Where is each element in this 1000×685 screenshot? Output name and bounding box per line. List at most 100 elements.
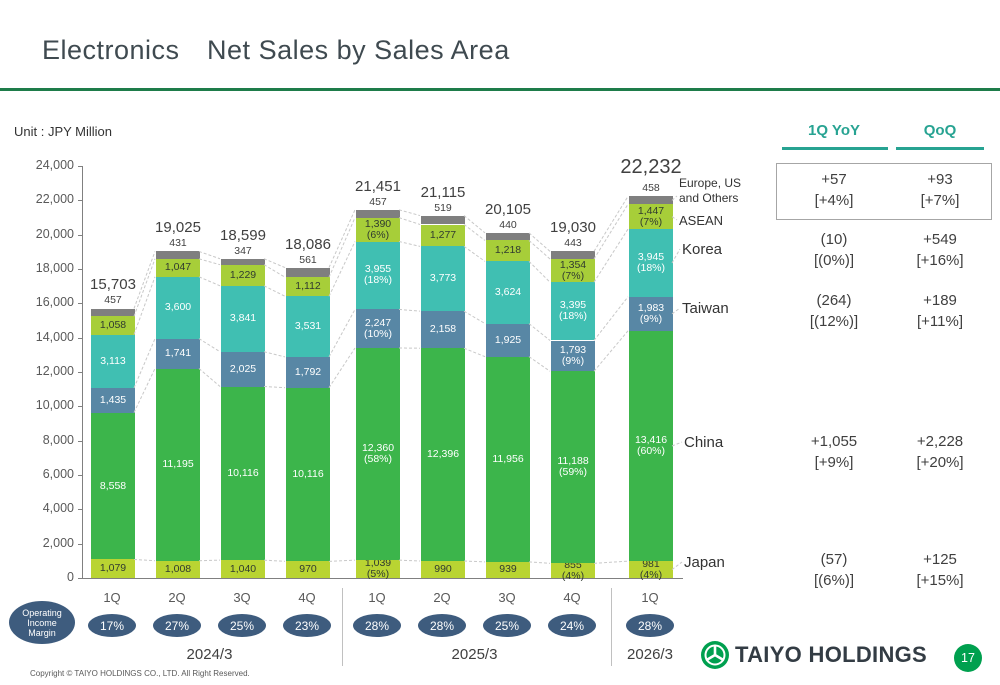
x-axis-quarter-label: 2Q — [168, 590, 186, 605]
bar-segment-europe_us_others-5 — [356, 209, 400, 218]
y-axis-tick-label: 2,000 — [42, 535, 74, 550]
bar-segment-japan-8: 855 (4%) — [551, 559, 595, 581]
bar-segment-china-2: 11,195 — [156, 368, 200, 561]
bar-segment-europe_us_others-8 — [551, 251, 595, 259]
y-axis-tick-label: 18,000 — [35, 261, 74, 275]
table-header-underline — [896, 147, 984, 150]
operating-margin-badge: 28% — [353, 614, 401, 637]
bar-segment-asean-7: 1,218 — [486, 240, 530, 262]
bar-top-value-label: 561 — [299, 253, 317, 266]
bar-top-value-label: 457 — [104, 294, 122, 307]
logo-icon — [701, 641, 729, 669]
bar-segment-asean-6: 1,277 — [421, 224, 465, 247]
region-label-taiwan: Taiwan — [682, 300, 729, 317]
y-axis-tick-label: 16,000 — [35, 295, 74, 310]
fiscal-year-label: 2024/3 — [186, 646, 233, 663]
table-cell-qoq-korea: +549 — [923, 231, 957, 248]
y-axis-tick-mark — [78, 543, 82, 545]
bar-segment-korea-5: 3,955 (18%) — [356, 241, 400, 310]
bar-total-label: 19,025 — [155, 219, 201, 237]
bar-segment-china-8: 11,188 (59%) — [551, 371, 595, 564]
bar-segment-korea-2: 3,600 — [156, 276, 200, 339]
bar-segment-asean-3: 1,229 — [221, 264, 265, 286]
table-cell-qoq-pct-korea: [+16%] — [916, 252, 964, 269]
bar-segment-china-7: 11,956 — [486, 356, 530, 562]
y-axis-tick-label: 20,000 — [35, 226, 74, 241]
region-label-korea: Korea — [682, 241, 723, 258]
x-axis-quarter-label: 1Q — [641, 590, 659, 605]
y-axis-tick-mark — [78, 509, 82, 511]
operating-margin-badge: 25% — [218, 614, 266, 637]
region-label-europe_us_others: Europe, US and Others — [679, 176, 742, 205]
y-axis-tick-mark — [78, 475, 82, 476]
bar-segment-japan-1: 1,079 — [91, 559, 135, 578]
page-title: Electronics Net Sales by Sales Area — [42, 35, 510, 65]
table-header-qoq: QoQ — [923, 122, 957, 139]
y-axis-tick-label: 12,000 — [35, 364, 74, 378]
bar-segment-china-9: 13,416 (60%) — [629, 330, 673, 562]
operating-margin-badge: 23% — [283, 614, 331, 637]
bar-total-label: 21,115 — [420, 183, 466, 201]
y-axis-tick-mark — [78, 303, 82, 305]
bar-segment-japan-4: 970 — [286, 561, 330, 578]
table-cell-qoq-taiwan: +189 — [923, 292, 957, 309]
operating-margin-badge: 27% — [153, 614, 201, 637]
bar-segment-korea-4: 3,531 — [286, 296, 330, 357]
operating-margin-badge: 28% — [418, 614, 466, 637]
bar-segment-china-3: 10,116 — [221, 386, 265, 561]
operating-margin-badge: 24% — [548, 614, 596, 637]
bar-segment-japan-2: 1,008 — [156, 560, 200, 578]
bar-segment-japan-9: 981 (4%) — [629, 558, 673, 580]
bar-segment-china-1: 8,558 — [91, 412, 135, 560]
bar-segment-taiwan-9: 1,983 (9%) — [629, 296, 673, 331]
operating-margin-badge: 17% — [88, 614, 136, 637]
table-header-1q-yoy: 1Q YoY — [808, 122, 860, 139]
bar-segment-asean-1: 1,058 — [91, 316, 135, 335]
table-cell-yoy-pct-asean: [+4%] — [814, 192, 854, 209]
bar-top-value-label: 431 — [169, 237, 187, 250]
bar-segment-asean-2: 1,047 — [156, 258, 200, 277]
x-axis-quarter-label: 2Q — [433, 590, 451, 605]
y-axis-tick-label: 14,000 — [35, 329, 74, 344]
taiyo-logo: TAIYO HOLDINGS — [700, 640, 927, 670]
chart-plot-area: 1,079 8,558 1,435 3,113 1,058 457 15,703 1,008 1… — [82, 156, 683, 581]
table-cell-yoy-pct-korea: [(0%)] — [813, 252, 854, 269]
operating-margin-badge: 28% — [626, 614, 674, 637]
bar-segment-europe_us_others-6 — [421, 215, 465, 225]
bar-segment-europe_us_others-9 — [629, 196, 673, 205]
table-cell-yoy-pct-japan: [(6%)] — [813, 572, 854, 589]
fiscal-year-divider — [611, 588, 612, 666]
table-cell-yoy-taiwan: (264) — [816, 292, 852, 309]
bar-top-value-label: 440 — [499, 218, 517, 231]
y-axis-tick-label: 0 — [67, 570, 74, 584]
bar-segment-europe_us_others-7 — [486, 232, 530, 241]
bar-segment-asean-4: 1,112 — [286, 277, 330, 297]
bar-segment-japan-3: 1,040 — [221, 560, 265, 578]
fiscal-year-label: 2025/3 — [451, 646, 498, 663]
bar-segment-korea-9: 3,945 (18%) — [629, 229, 673, 297]
table-cell-qoq-pct-taiwan: [+11%] — [916, 313, 963, 330]
bar-top-value-label: 457 — [369, 195, 387, 208]
y-axis-tick-mark — [78, 200, 82, 202]
fiscal-year-divider — [342, 588, 343, 666]
bar-top-value-label: 347 — [234, 244, 252, 257]
table-cell-yoy-japan: (57) — [820, 551, 848, 568]
bar-segment-taiwan-5: 2,247 (10%) — [356, 309, 400, 348]
bar-segment-asean-9: 1,447 (7%) — [629, 204, 673, 230]
region-label-asean: ASEAN — [679, 213, 724, 228]
bar-total-label: 19,030 — [550, 219, 596, 237]
bar-segment-korea-1: 3,113 — [91, 334, 135, 388]
bar-segment-taiwan-6: 2,158 — [421, 311, 465, 349]
bar-segment-japan-5: 1,039 (5%) — [356, 558, 400, 580]
x-axis-quarter-label: 4Q — [563, 590, 581, 605]
bar-segment-taiwan-1: 1,435 — [91, 387, 135, 413]
highlight-box — [776, 163, 992, 220]
bar-segment-europe_us_others-3 — [221, 258, 265, 265]
table-cell-qoq-japan: +125 — [923, 551, 957, 568]
bar-segment-taiwan-2: 1,741 — [156, 338, 200, 369]
bar-segment-china-4: 10,116 — [286, 387, 330, 562]
y-axis-tick-mark — [78, 578, 82, 579]
table-cell-yoy-pct-taiwan: [(12%)] — [809, 313, 859, 330]
y-axis-tick-mark — [78, 234, 82, 236]
